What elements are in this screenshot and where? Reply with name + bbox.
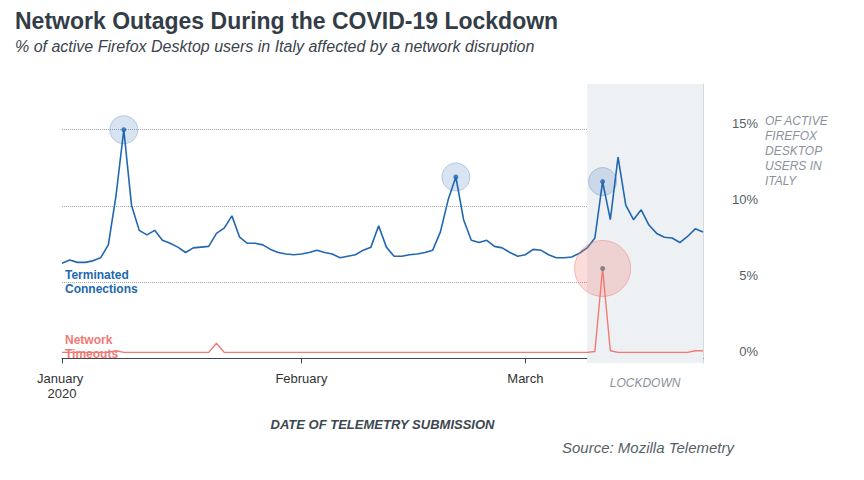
- svg-text:Connections: Connections: [65, 282, 138, 296]
- svg-text:10%: 10%: [732, 192, 758, 207]
- svg-text:15%: 15%: [732, 116, 758, 131]
- svg-text:Network: Network: [65, 333, 116, 347]
- svg-text:Mar. 11th: Mar. 11th: [529, 288, 580, 302]
- svg-text:Jan. 9th: Jan. 9th: [101, 83, 147, 98]
- svg-text:↑ 1.76x: ↑ 1.76x: [550, 176, 587, 188]
- svg-text:↑ 13.5x: ↑ 13.5x: [617, 262, 654, 274]
- svg-text:DATE OF TELEMETRY SUBMISSION: DATE OF TELEMETRY SUBMISSION: [271, 417, 496, 432]
- svg-text:↑ 1.65x: ↑ 1.65x: [439, 147, 472, 158]
- svg-text:February: February: [275, 371, 328, 386]
- svg-text:Source: Mozilla Telemetry: Source: Mozilla Telemetry: [562, 439, 736, 456]
- svg-text:March: March: [507, 371, 543, 386]
- svg-text:Terminated: Terminated: [65, 268, 132, 282]
- svg-text:FIREFOX: FIREFOX: [765, 129, 820, 143]
- svg-text:Timeouts: Timeouts: [65, 347, 119, 361]
- svg-text:USERS IN: USERS IN: [765, 159, 825, 173]
- svg-text:2020: 2020: [48, 386, 77, 401]
- svg-text:0%: 0%: [739, 344, 758, 359]
- svg-text:% of active Firefox Desktop us: % of active Firefox Desktop users in Ita…: [15, 38, 534, 55]
- svg-text:↑ 2.9x HIGHER THAN 1 WEEK PRIO: ↑ 2.9x HIGHER THAN 1 WEEK PRIOR: [36, 99, 212, 110]
- svg-text:Feb. 21st: Feb. 21st: [429, 130, 484, 145]
- svg-text:5%: 5%: [739, 268, 758, 283]
- svg-text:TIM Outage: TIM Outage: [515, 302, 581, 316]
- svg-text:January: January: [37, 371, 87, 386]
- svg-text:OF ACTIVE: OF ACTIVE: [765, 114, 831, 128]
- svg-text:DESKTOP: DESKTOP: [765, 144, 825, 158]
- svg-text:ITALY: ITALY: [765, 174, 797, 188]
- svg-text:LOCKDOWN: LOCKDOWN: [610, 376, 681, 390]
- svg-text:Network Outages During the COV: Network Outages During the COVID-19 Lock…: [15, 8, 558, 34]
